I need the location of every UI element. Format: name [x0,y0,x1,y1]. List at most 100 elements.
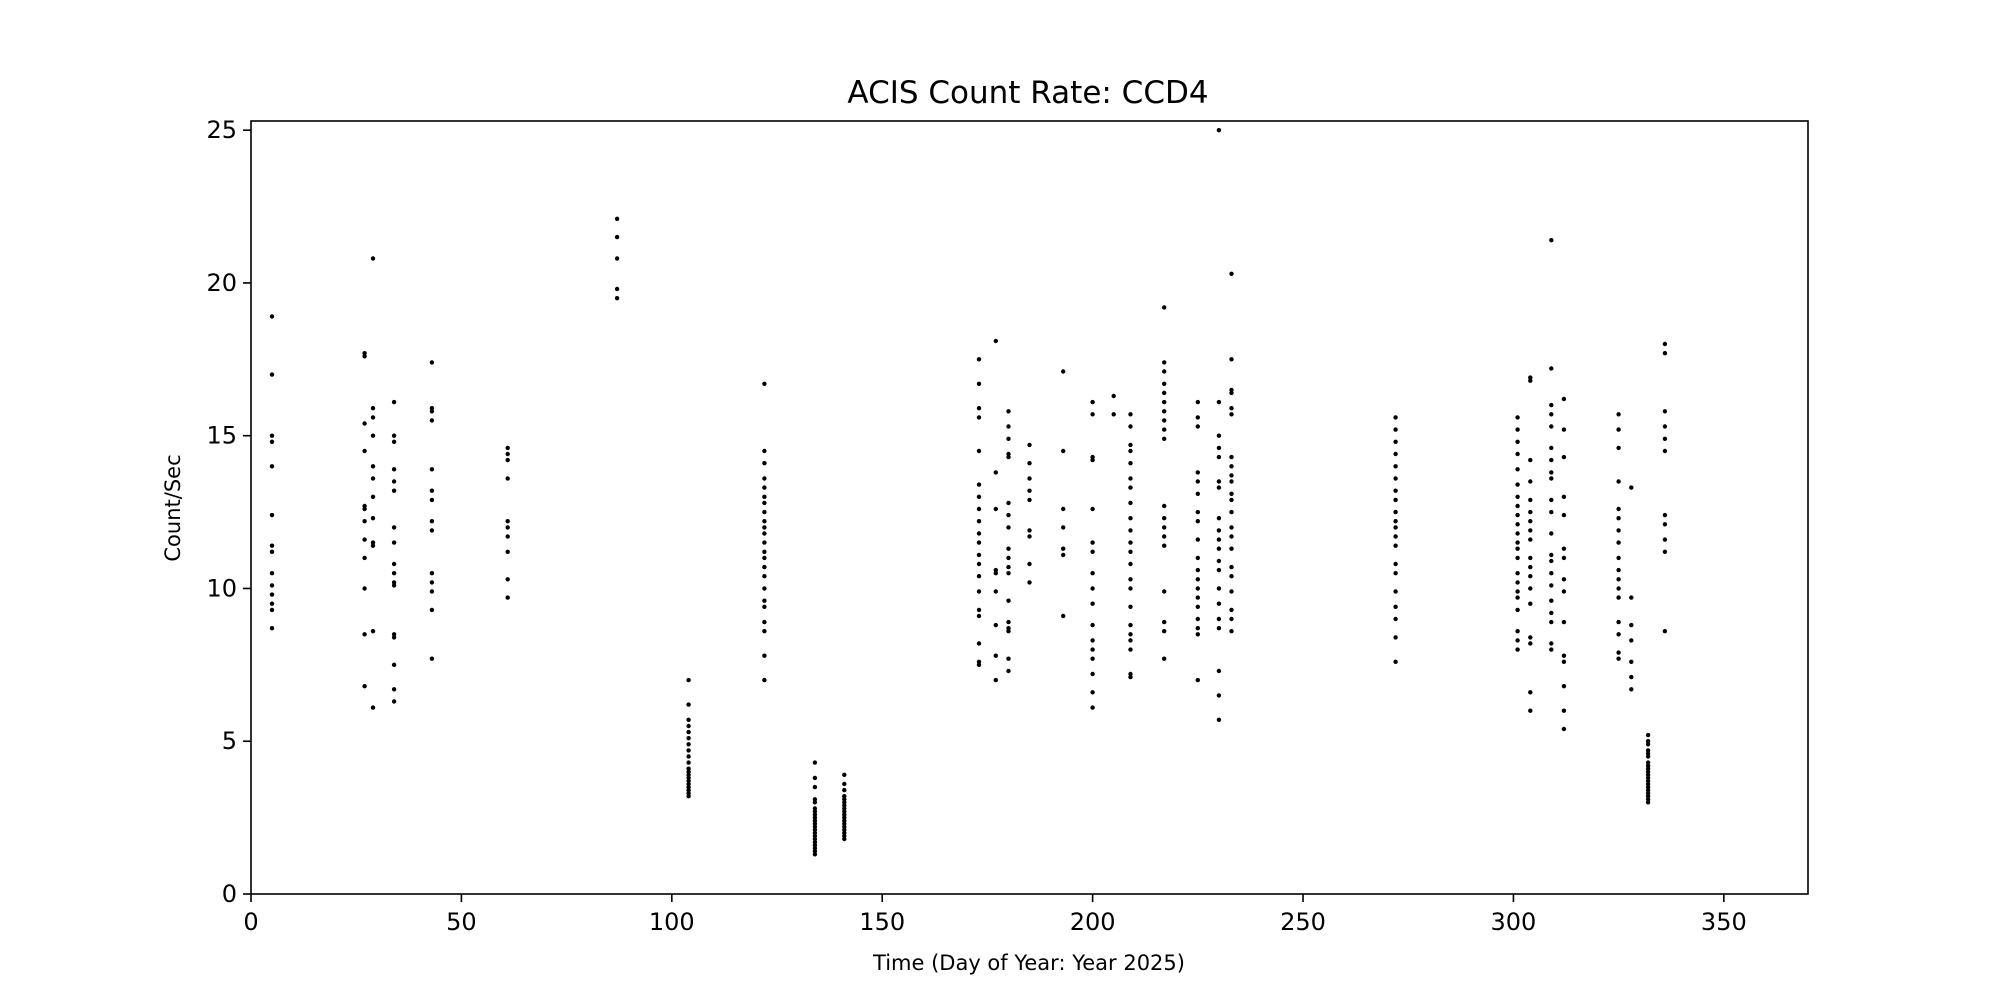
data-point [1393,497,1398,503]
data-point [269,372,275,377]
data-point [1549,531,1554,536]
data-point [976,574,982,579]
data-point [1111,393,1116,399]
data-point [1229,525,1234,530]
data-point [1229,546,1234,551]
data-point [362,537,367,542]
data-point [686,772,691,777]
data-point [1006,525,1011,530]
data-point [1645,748,1651,753]
data-point [269,601,275,606]
data-point [1090,622,1095,628]
data-point [1645,760,1651,765]
data-point [505,525,510,530]
data-point [1393,534,1398,539]
data-point [1662,522,1668,527]
data-point [505,549,510,554]
data-point [842,821,847,826]
data-point [505,577,510,582]
data-point [1549,497,1554,503]
data-point [429,519,435,524]
data-point [976,406,982,411]
data-point [686,754,691,759]
data-point [1128,622,1133,628]
x-tick-label: 300 [1491,908,1537,936]
data-point [370,256,376,261]
data-point [1549,558,1554,564]
data-point [1195,509,1201,515]
data-point [505,519,510,524]
data-point [1229,479,1234,484]
data-point [1515,415,1520,420]
data-point [370,433,376,438]
data-point [1393,476,1398,481]
data-point [1616,506,1621,512]
data-point [976,531,982,536]
data-point [976,381,982,386]
data-point [1128,632,1133,637]
data-point [1528,564,1533,570]
data-point [686,717,691,722]
data-point [1393,543,1398,548]
data-point [1616,567,1621,573]
data-point [812,760,818,765]
y-tick-label: 5 [222,727,237,755]
data-point [1128,461,1133,466]
data-point [762,476,767,481]
data-point [993,653,998,658]
data-point [1515,638,1520,643]
data-point [762,677,767,683]
data-point [1216,485,1222,490]
data-point [976,607,982,613]
data-point [1006,512,1011,518]
data-point [1006,571,1011,576]
data-point [1006,454,1011,460]
data-point [1515,580,1520,585]
data-point [1549,509,1554,515]
data-point [1061,369,1066,374]
data-point [1616,540,1621,545]
data-point [1515,451,1520,457]
data-point [1515,607,1520,613]
data-point [1229,406,1234,411]
data-point [1162,436,1167,441]
data-point [1616,650,1621,655]
data-point [1561,619,1567,625]
data-point [269,314,275,319]
data-point [1162,589,1167,594]
data-point [429,571,435,576]
data-point [1162,381,1167,386]
data-point [686,794,691,799]
data-point [391,439,397,444]
x-tick-label: 200 [1070,908,1116,936]
data-point [1561,726,1567,732]
data-point [1195,567,1201,573]
data-point [1229,454,1234,460]
data-point [1006,629,1011,634]
data-point [762,555,767,561]
data-point [1393,464,1398,469]
data-point [842,794,847,799]
data-point [391,433,397,438]
data-point [1515,555,1520,561]
data-point [842,781,847,787]
data-point [1393,635,1398,640]
data-point [1528,690,1533,695]
data-point [1629,622,1634,628]
data-point [976,482,982,487]
data-point [762,461,767,466]
data-point [976,641,982,646]
data-point [1229,491,1234,496]
data-point [976,519,982,524]
data-point [1616,479,1621,484]
data-point [1549,583,1554,588]
data-point [1195,595,1201,600]
data-point [1128,674,1133,680]
data-point [1645,781,1651,787]
data-point [842,827,847,832]
data-point [812,784,818,790]
data-point [1629,638,1634,643]
data-point [1549,552,1554,558]
data-point [362,519,367,524]
data-point [1006,409,1011,414]
